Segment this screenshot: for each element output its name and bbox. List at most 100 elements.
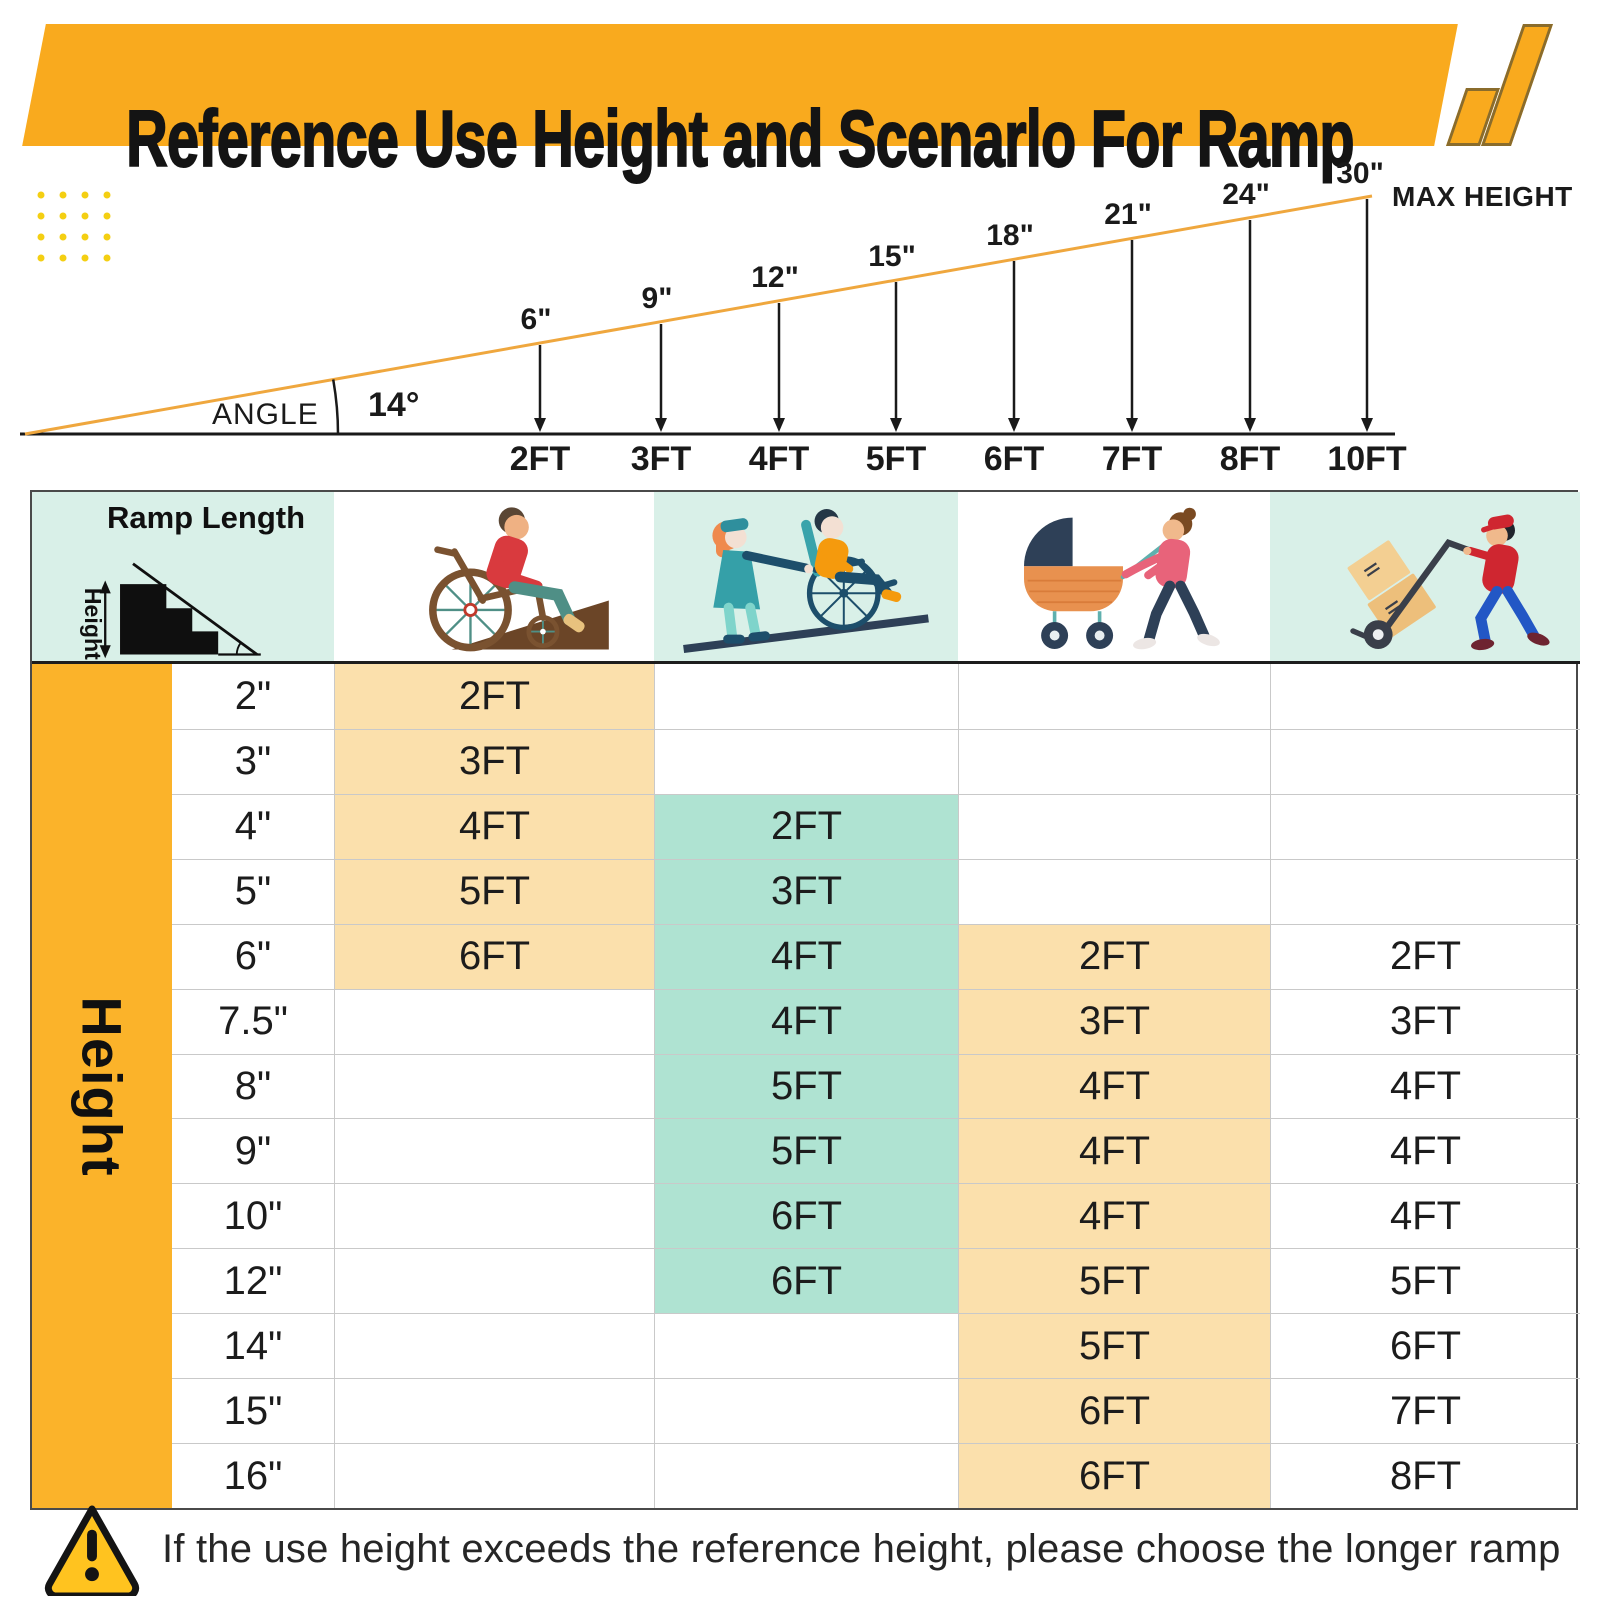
row-height-label: 14" [172, 1313, 334, 1378]
angle-arc [331, 379, 340, 435]
wheelchair-self-icon [429, 506, 609, 651]
row-height-label: 12" [172, 1248, 334, 1313]
length-label: 2FT [510, 440, 571, 478]
table-cell [958, 728, 1270, 794]
table-cell: 5FT [654, 1053, 958, 1119]
height-axis-bar: Height [32, 664, 172, 1508]
angle-value: 14° [368, 386, 419, 424]
table-cell: 4FT [654, 988, 958, 1054]
table-cell: 7FT [1270, 1378, 1580, 1444]
row-height-label: 3" [172, 728, 334, 794]
measure-arrows [534, 199, 1373, 432]
table-cell: 4FT [1270, 1053, 1580, 1119]
table-cell: 4FT [958, 1053, 1270, 1119]
rise-label: 21" [1104, 198, 1152, 231]
warning-text: If the use height exceeds the reference … [162, 1526, 1561, 1571]
ramp-diagram: ANGLE 14° MAX HEIGHT 6" 9" 12" 15" 18" 2… [20, 157, 1573, 478]
table-cell [334, 1443, 654, 1508]
row-height-label: 7.5" [172, 988, 334, 1054]
table-cell: 3FT [654, 858, 958, 924]
ramp-length-label: Ramp Length [106, 500, 306, 535]
row-height-label: 4" [172, 793, 334, 859]
scenario-header-wheelchair-self [334, 492, 654, 664]
table-cell: 4FT [958, 1183, 1270, 1249]
rise-label: 12" [751, 261, 799, 294]
row-height-label: 5" [172, 858, 334, 924]
table-cell [654, 728, 958, 794]
table-cell: 6FT [1270, 1313, 1580, 1379]
table-cell: 5FT [958, 1248, 1270, 1314]
dots-pattern-icon [37, 191, 111, 262]
table-cell: 5FT [654, 1118, 958, 1184]
table-cell [334, 1053, 654, 1119]
table-cell [334, 1183, 654, 1249]
table-cell [334, 1248, 654, 1314]
table-cell [958, 664, 1270, 729]
warning-icon [44, 1505, 140, 1596]
rise-label: 18" [986, 219, 1034, 252]
table-cell: 5FT [1270, 1248, 1580, 1314]
table-cell: 2FT [958, 923, 1270, 989]
table-cell: 5FT [958, 1313, 1270, 1379]
row-height-label: 16" [172, 1443, 334, 1508]
table-cell: 4FT [654, 923, 958, 989]
table-cell: 2FT [334, 664, 654, 729]
table-cell [654, 1378, 958, 1444]
table-cell: 4FT [1270, 1118, 1580, 1184]
table-cell [334, 988, 654, 1054]
table-cell: 5FT [334, 858, 654, 924]
hand-truck-icon [1347, 514, 1550, 650]
row-height-label: 2" [234, 673, 272, 718]
row-height-label: 6" [172, 923, 334, 989]
table-cell [334, 1118, 654, 1184]
table-cell: 4FT [334, 793, 654, 859]
length-label: 6FT [984, 440, 1045, 478]
table-cell: 8FT [1270, 1443, 1580, 1508]
table-cell: 3FT [958, 988, 1270, 1054]
length-label: 5FT [866, 440, 927, 478]
angle-label: ANGLE [212, 398, 319, 431]
table-cell: 6FT [334, 923, 654, 989]
length-label: 7FT [1102, 440, 1163, 478]
rise-label: 15" [868, 240, 916, 273]
reference-table: Ramp Length Height [30, 490, 1580, 1510]
table-cell: 2FT [1270, 923, 1580, 989]
table-cell [1270, 793, 1580, 859]
page-title: Reference Use Height and Scenarlo For Ra… [125, 93, 1355, 184]
stairs-ramp-icon: Height [80, 562, 261, 660]
table-cell: 2FT [654, 793, 958, 859]
table-cell [958, 793, 1270, 859]
table-cell: 4FT [958, 1118, 1270, 1184]
length-label: 3FT [631, 440, 692, 478]
table-cell [958, 858, 1270, 924]
scenario-header-wheelchair-assisted [654, 492, 958, 664]
ramp-slope-line [24, 194, 1373, 436]
length-label: 4FT [749, 440, 810, 478]
table-cell [654, 1313, 958, 1379]
height-axis-label: Height [70, 995, 134, 1177]
table-cell [1270, 664, 1580, 729]
table-cell [334, 1378, 654, 1444]
wheelchair-assisted-icon [683, 508, 929, 653]
scenario-header-stroller [958, 492, 1270, 664]
table-cell: 3FT [334, 728, 654, 794]
banner-slash-tall-icon [1480, 24, 1554, 146]
length-label: 8FT [1220, 440, 1281, 478]
scenario-header-hand-truck [1270, 492, 1580, 664]
table-cell: 3FT [1270, 988, 1580, 1054]
length-label: 10FT [1327, 440, 1407, 478]
table-cell [334, 1313, 654, 1379]
table-cell: 6FT [654, 1183, 958, 1249]
table-cell [1270, 858, 1580, 924]
rise-label: 6" [521, 303, 552, 336]
row-height-label: 9" [172, 1118, 334, 1183]
table-cell [654, 1443, 958, 1508]
rise-label: 9" [642, 282, 673, 315]
row-height-label: 10" [172, 1183, 334, 1248]
warning-footer: If the use height exceeds the reference … [42, 1502, 1576, 1596]
row-height-label: 8" [172, 1053, 334, 1119]
table-cell: 6FT [958, 1443, 1270, 1508]
max-height-label: MAX HEIGHT [1392, 181, 1573, 212]
rise-label: 24" [1222, 178, 1270, 211]
